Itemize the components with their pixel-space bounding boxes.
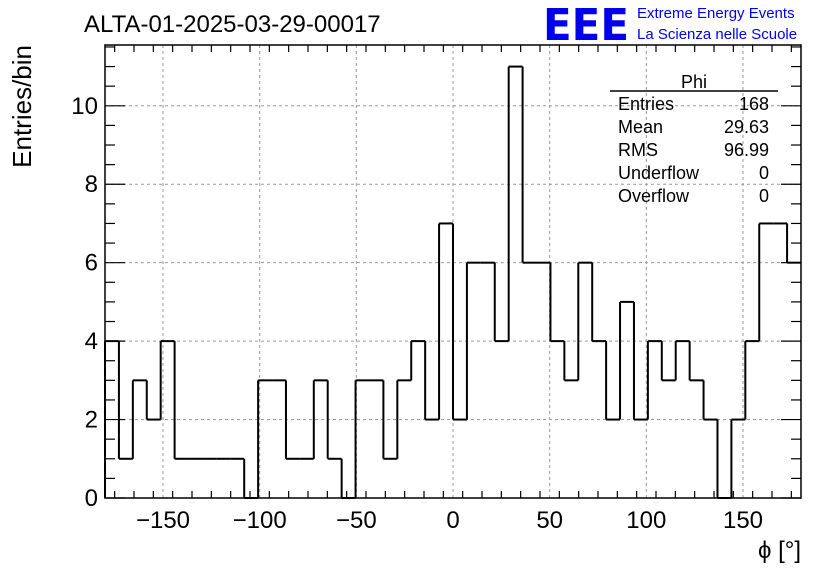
histogram-bin	[577, 261, 593, 381]
histogram-bin	[173, 341, 189, 460]
histogram-bin	[410, 340, 426, 381]
histogram-bars	[104, 65, 801, 499]
histogram-bin	[632, 301, 648, 421]
histogram-bin	[744, 340, 760, 420]
histogram-bin	[424, 341, 440, 421]
histogram-bin	[438, 222, 453, 420]
histogram-bin	[660, 341, 676, 382]
stats-label: Underflow	[618, 163, 700, 183]
y-tick-label: 8	[85, 171, 98, 198]
histogram-bin	[382, 380, 398, 460]
stats-label: Entries	[618, 94, 674, 114]
histogram-bin	[354, 379, 370, 498]
x-tick-label: −150	[136, 507, 190, 534]
histogram-bin	[716, 419, 732, 499]
stats-value: 168	[739, 94, 769, 114]
x-tick-label: −50	[336, 507, 377, 534]
plot-frame	[104, 44, 802, 499]
histogram-bin	[549, 262, 565, 343]
histogram-bin	[145, 380, 161, 421]
histogram-bin	[465, 261, 481, 420]
histogram-bin	[326, 380, 342, 460]
stats-row: Entries 168	[618, 94, 769, 114]
eee-logo-mark: EEE	[543, 0, 629, 51]
y-tick-label: 10	[71, 93, 98, 120]
histogram-bin	[257, 379, 273, 498]
histogram-bin	[159, 340, 175, 420]
stats-row: Overflow 0	[618, 186, 769, 206]
histogram-bin	[619, 300, 634, 420]
histogram-bin	[507, 65, 523, 342]
eee-logo: EEE Extreme Energy Events La Scienza nel…	[543, 0, 797, 51]
logo-line-2: La Scienza nelle Scuole	[637, 26, 797, 43]
x-tick-label: 150	[723, 507, 763, 534]
histogram-bin	[646, 340, 662, 420]
histogram-bin	[131, 379, 147, 459]
stats-value: 0	[759, 186, 769, 206]
histogram-bin	[493, 262, 509, 343]
histogram-bin	[688, 341, 704, 382]
histogram-bin	[730, 418, 746, 498]
stats-title: Phi	[681, 72, 707, 92]
stats-value: 0	[759, 163, 769, 183]
stats-row: RMS 96.99	[618, 140, 769, 160]
histogram-bin	[396, 379, 412, 459]
stats-box: Phi Entries 168 Mean 29.63 RMS 96.99 Underflow…	[610, 72, 778, 206]
chart-title: ALTA-01-2025-03-29-00017	[84, 11, 381, 38]
y-tick-labels: 0 2 4 6 8 10	[71, 93, 98, 512]
x-tick-label: 50	[536, 507, 563, 534]
histogram-bin	[521, 66, 537, 264]
logo-line-1: Extreme Energy Events	[637, 5, 795, 22]
stats-row: Mean 29.63	[618, 117, 769, 137]
x-tick-labels: −150 −100 −50 0 50 100 150	[136, 507, 763, 534]
y-tick-label: 6	[85, 250, 98, 277]
histogram-bin	[340, 458, 356, 499]
stats-row: Underflow 0	[618, 163, 769, 183]
histogram-bin	[758, 222, 774, 342]
x-tick-label: 0	[446, 507, 459, 534]
y-tick-label: 0	[85, 485, 98, 512]
histogram-bin	[284, 380, 300, 460]
x-tick-label: 100	[626, 507, 666, 534]
histogram-bin	[702, 380, 718, 421]
stats-label: Mean	[618, 117, 663, 137]
histogram-bin	[452, 223, 467, 421]
axis-ticks	[105, 45, 801, 499]
histogram-bin	[243, 458, 259, 499]
stats-value: 96.99	[724, 140, 769, 160]
stats-label: RMS	[618, 140, 658, 160]
histogram-bin	[117, 341, 133, 460]
histogram-bin	[674, 340, 690, 381]
histogram-bin	[312, 379, 328, 459]
x-tick-label: −100	[233, 507, 287, 534]
y-axis-label: Entries/bin	[7, 45, 37, 168]
stats-label: Overflow	[618, 186, 690, 206]
y-tick-label: 4	[85, 328, 98, 355]
x-axis-label: ϕ [°]	[758, 537, 801, 564]
y-tick-label: 2	[85, 407, 98, 434]
histogram-bin	[591, 262, 607, 343]
histogram-bin	[563, 341, 579, 382]
stats-value: 29.63	[724, 117, 769, 137]
histogram-bin	[605, 341, 621, 421]
